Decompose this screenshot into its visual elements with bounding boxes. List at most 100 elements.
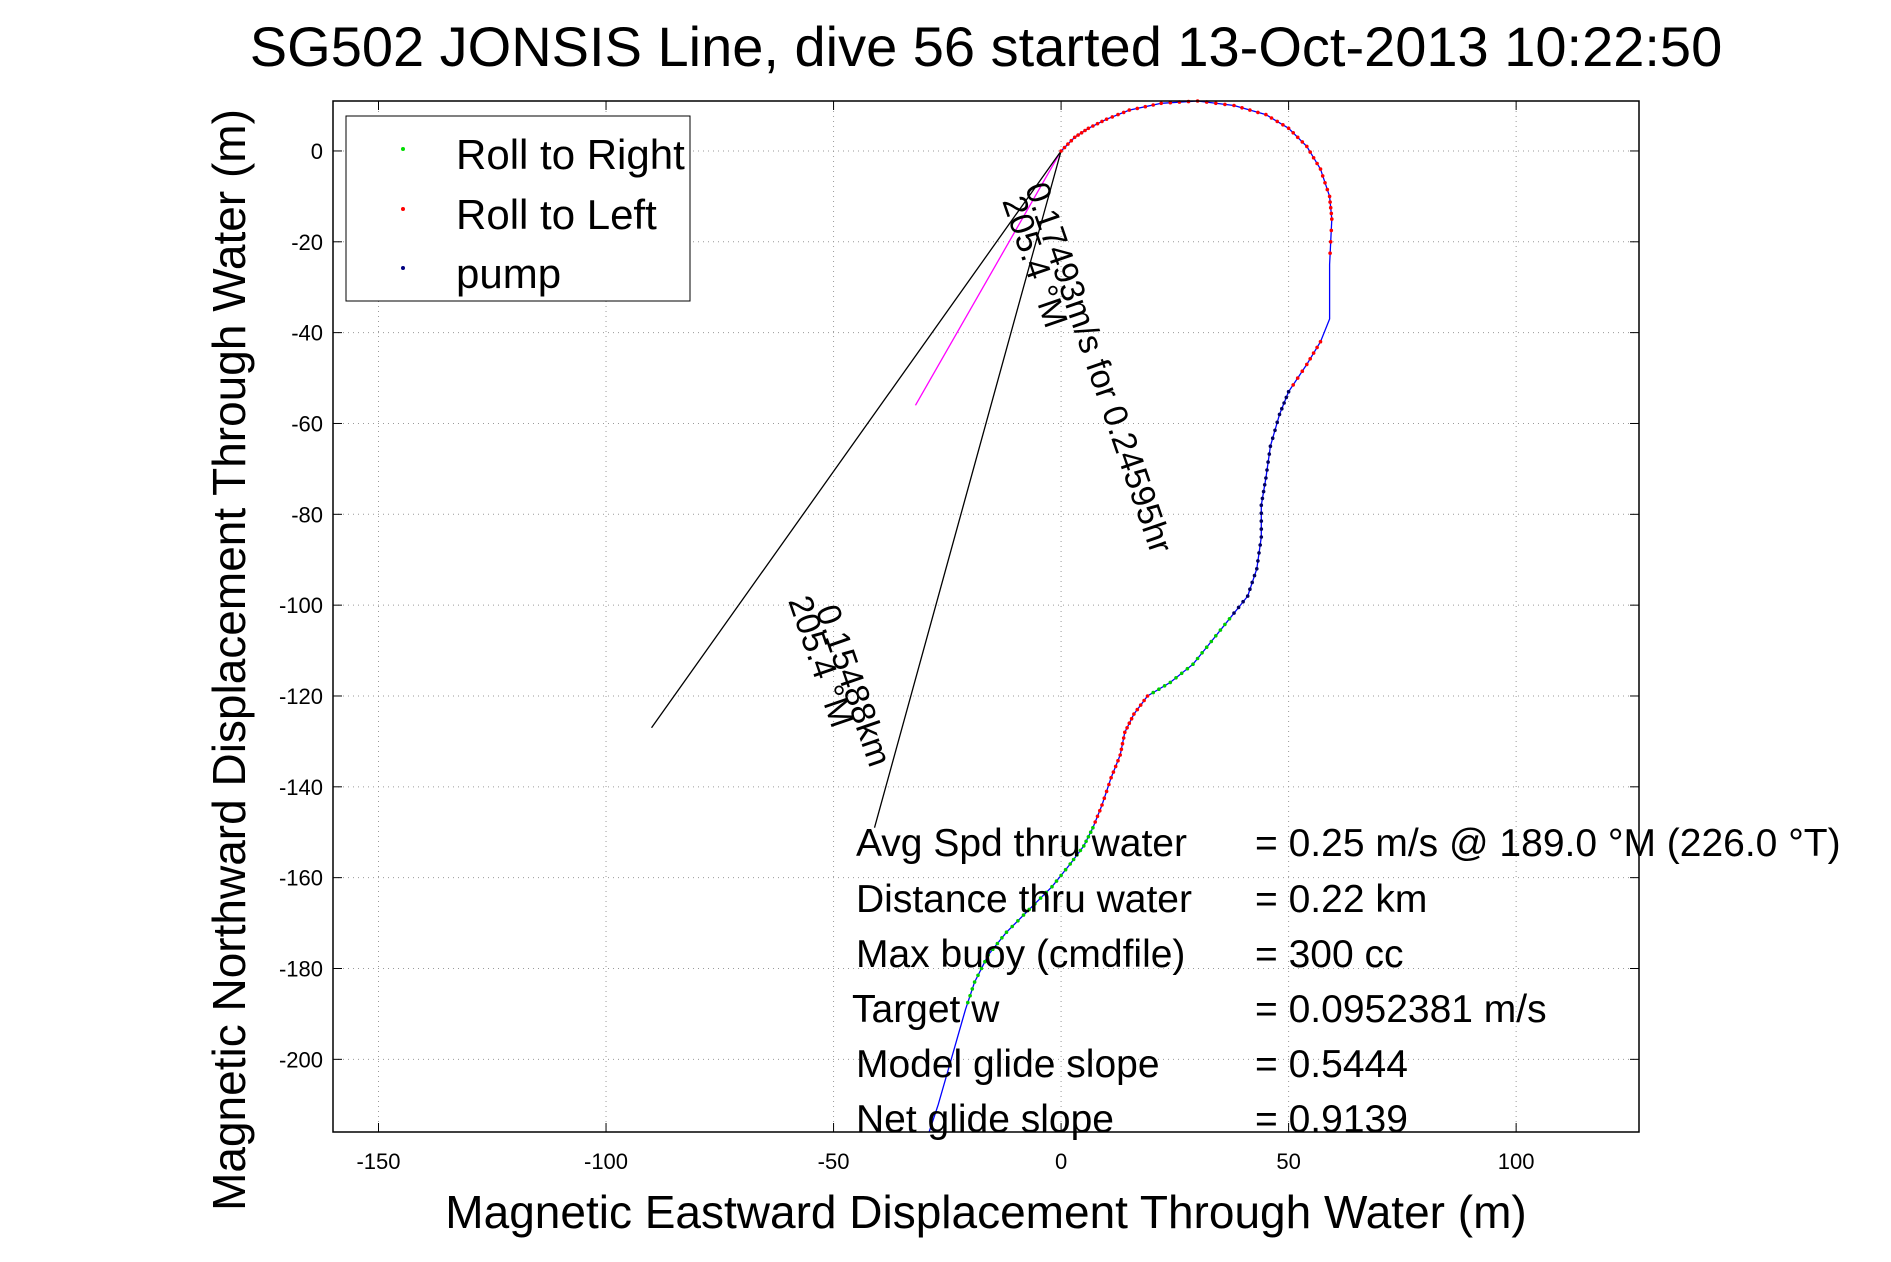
legend-label-roll-right: Roll to Right: [456, 131, 685, 178]
track-marker: [1305, 144, 1309, 149]
track-marker: [1066, 142, 1070, 146]
track-marker: [1260, 496, 1265, 501]
track-marker: [1308, 357, 1312, 361]
track-marker: [1295, 135, 1300, 140]
mid-line: [914, 150, 1062, 406]
annotation-label-target-w: Target w: [852, 988, 1000, 1031]
annotation-label-max-buoy: Max buoy (cmdfile): [856, 933, 1185, 976]
y-tick-label: -20: [291, 230, 323, 255]
track-marker: [1027, 907, 1031, 912]
track-marker: [1275, 420, 1279, 425]
track-marker: [1151, 103, 1155, 107]
track-marker: [1258, 543, 1262, 547]
track-marker: [1127, 108, 1132, 112]
track-marker: [1329, 228, 1334, 233]
track-marker: [1191, 662, 1195, 666]
track-markers: [966, 99, 1334, 1005]
track-marker: [1327, 194, 1332, 199]
x-ticks: -150 -100 -50 0 50 100: [356, 101, 1534, 1174]
axes-box: [332, 100, 1640, 1133]
track-marker: [1315, 345, 1319, 350]
track-marker: [1100, 119, 1104, 124]
track-marker: [1135, 106, 1140, 111]
track-marker: [983, 959, 987, 964]
track-marker: [1250, 580, 1254, 585]
legend-marker-roll-left: [401, 207, 405, 211]
y-ticks: 0 -20 -40 -60 -80 -100 -120 -140 -160 -180 -200: [279, 139, 1639, 1072]
track-marker: [1269, 116, 1274, 120]
track-marker: [1311, 351, 1316, 355]
legend-marker-roll-right: [401, 147, 405, 151]
x-axis-label: Magnetic Eastward Displacement Through W…: [445, 1186, 1526, 1238]
track-marker: [1111, 770, 1116, 774]
track-marker: [1069, 138, 1074, 143]
track-marker: [1078, 848, 1083, 853]
track-marker: [1016, 919, 1020, 923]
track-marker: [1109, 775, 1113, 780]
annotation-value-target-w: = 0.0952381 m/s: [1255, 988, 1547, 1031]
track-marker: [1259, 511, 1264, 515]
track-marker: [968, 993, 972, 998]
track-marker: [1295, 376, 1300, 380]
track-marker: [1091, 124, 1095, 128]
track-marker: [1280, 406, 1284, 411]
track-marker: [1270, 436, 1275, 441]
track-marker: [1200, 651, 1204, 655]
track-marker: [1265, 468, 1269, 472]
track-marker: [1315, 161, 1319, 166]
track-marker: [1113, 764, 1118, 769]
track-marker: [1259, 535, 1264, 539]
y-tick-label: -40: [291, 321, 323, 346]
track-marker: [1135, 707, 1140, 712]
track-marker: [1320, 174, 1325, 178]
track-marker: [1162, 684, 1167, 688]
y-tick-label: -120: [279, 684, 323, 709]
track-marker: [1132, 712, 1136, 716]
track-marker: [1291, 131, 1295, 135]
track-marker: [1328, 200, 1332, 204]
y-tick-label: 0: [311, 139, 323, 164]
chart-title: SG502 JONSIS Line, dive 56 started 13-Oc…: [250, 15, 1722, 78]
track-marker: [1262, 483, 1267, 487]
track-marker: [1305, 362, 1309, 367]
track-marker: [1079, 131, 1084, 135]
x-tick-label: 0: [1055, 1149, 1067, 1174]
track-marker: [1095, 814, 1100, 819]
track-marker: [1093, 820, 1097, 824]
track-marker: [1325, 187, 1330, 192]
track-marker: [1248, 587, 1252, 591]
track-marker: [1142, 698, 1146, 703]
track-marker: [1157, 687, 1161, 691]
track-marker: [1268, 444, 1273, 449]
track-marker: [1072, 135, 1077, 140]
track-marker: [1145, 694, 1150, 698]
track-marker: [1071, 857, 1076, 862]
track-marker: [1282, 401, 1286, 405]
annotations: Avg Spd thru water = 0.25 m/s @ 189.0 °M…: [852, 822, 1841, 1141]
track-marker: [1300, 140, 1305, 144]
track-marker: [1185, 666, 1190, 671]
legend: Roll to Right Roll to Left pump: [345, 115, 691, 302]
track-marker: [1267, 452, 1272, 456]
track-marker: [1054, 879, 1059, 883]
track-marker: [1264, 112, 1268, 117]
track-marker: [1256, 559, 1260, 563]
track-marker: [1275, 119, 1279, 124]
track-marker: [1286, 126, 1291, 131]
track-marker: [1107, 782, 1111, 787]
x-tick-label: -100: [584, 1149, 628, 1174]
track-marker: [1318, 339, 1323, 344]
track-marker: [1000, 936, 1004, 940]
legend-marker-pump: [401, 266, 405, 270]
track-marker: [1259, 519, 1264, 523]
track-marker: [1252, 573, 1257, 578]
track-marker: [1138, 703, 1143, 707]
current-lines: [651, 150, 1062, 828]
track-marker: [1323, 181, 1327, 185]
track-marker: [1255, 567, 1259, 571]
track-marker: [1227, 617, 1232, 621]
track-marker: [1151, 690, 1155, 695]
track-marker: [1241, 599, 1245, 604]
track-marker: [1209, 639, 1214, 644]
